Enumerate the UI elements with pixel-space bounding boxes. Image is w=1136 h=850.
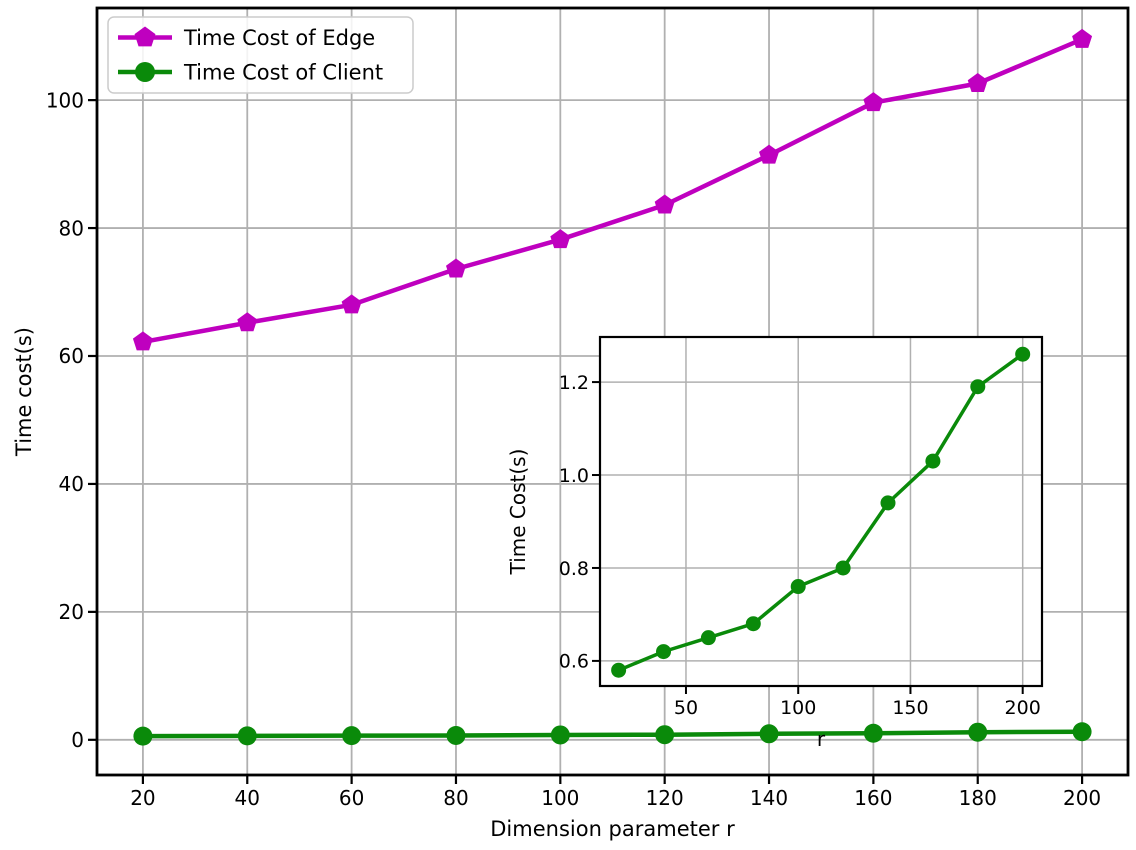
inset-circle-marker bbox=[656, 644, 672, 660]
main-x-tick-label: 120 bbox=[646, 786, 684, 810]
legend-item-label: Time Cost of Client bbox=[183, 61, 383, 85]
main-y-tick-label: 20 bbox=[59, 600, 84, 624]
legend-pentagon-marker bbox=[134, 26, 156, 47]
inset-circle-marker bbox=[700, 630, 716, 646]
inset-circle-marker bbox=[1015, 346, 1031, 362]
main-pentagon-marker bbox=[967, 72, 988, 92]
main-pentagon-marker bbox=[1072, 28, 1093, 48]
inset-y-tick-label: 0.8 bbox=[559, 558, 589, 580]
main-y-tick-label: 60 bbox=[59, 344, 84, 368]
main-pentagon-marker bbox=[550, 229, 571, 249]
main-circle-marker bbox=[759, 724, 779, 744]
main-x-tick-label: 100 bbox=[541, 786, 579, 810]
main-y-tick-label: 100 bbox=[46, 88, 84, 112]
inset-y-axis-label: Time Cost(s) bbox=[506, 449, 530, 576]
main-circle-marker bbox=[1072, 722, 1092, 742]
main-series-line bbox=[142, 729, 1083, 739]
main-pentagon-marker bbox=[341, 294, 362, 314]
main-pentagon-marker bbox=[237, 312, 258, 332]
inset-circle-marker bbox=[925, 453, 941, 469]
main-pentagon-marker bbox=[445, 258, 466, 278]
inset-circle-marker bbox=[611, 662, 627, 678]
inset-circle-marker bbox=[745, 616, 761, 632]
main-pentagon-marker bbox=[863, 92, 884, 112]
main-x-tick-label: 200 bbox=[1063, 786, 1101, 810]
legend-item-label: Time Cost of Edge bbox=[183, 26, 375, 50]
inset-x-tick-label: 50 bbox=[674, 697, 698, 719]
main-y-tick-label: 80 bbox=[59, 216, 84, 240]
inset-x-tick-label: 150 bbox=[892, 697, 928, 719]
inset-circle-marker bbox=[880, 495, 896, 511]
main-x-tick-label: 40 bbox=[235, 786, 260, 810]
main-circle-marker bbox=[342, 726, 362, 746]
main-x-tick-label: 160 bbox=[854, 786, 892, 810]
main-x-tick-label: 180 bbox=[959, 786, 997, 810]
inset-x-tick-label: 100 bbox=[780, 697, 816, 719]
legend-circle-marker bbox=[135, 62, 155, 82]
inset-x-axis-label: r bbox=[817, 727, 826, 751]
main-x-tick-label: 60 bbox=[339, 786, 364, 810]
main-circle-marker bbox=[133, 726, 153, 746]
inset-circle-marker bbox=[835, 560, 851, 576]
main-circle-marker bbox=[446, 725, 466, 745]
main-x-axis-label: Dimension parameter r bbox=[490, 817, 735, 841]
inset-x-tick-label: 200 bbox=[1005, 697, 1041, 719]
inset-circle-marker bbox=[970, 379, 986, 395]
main-circle-marker bbox=[863, 723, 883, 743]
main-y-axis-label: Time cost(s) bbox=[12, 327, 36, 457]
main-series-line bbox=[142, 37, 1083, 345]
inset-y-tick-label: 0.6 bbox=[559, 651, 589, 673]
main-x-tick-label: 20 bbox=[130, 786, 155, 810]
inset-series-line bbox=[617, 352, 1024, 672]
main-circle-marker bbox=[968, 722, 988, 742]
main-pentagon-marker bbox=[759, 144, 780, 164]
inset-y-tick-label: 1.0 bbox=[559, 465, 589, 487]
inset-axes-border bbox=[598, 335, 1044, 688]
inset-y-tick-label: 1.2 bbox=[559, 372, 589, 394]
main-axes-border bbox=[95, 6, 1130, 777]
main-pentagon-marker bbox=[654, 194, 675, 214]
main-y-tick-label: 40 bbox=[59, 472, 84, 496]
main-x-tick-label: 80 bbox=[443, 786, 468, 810]
inset-circle-marker bbox=[790, 579, 806, 595]
legend-box bbox=[107, 16, 414, 94]
main-circle-marker bbox=[237, 726, 257, 746]
main-pentagon-marker bbox=[132, 331, 153, 351]
main-y-tick-label: 0 bbox=[71, 728, 84, 752]
inset-plot-area bbox=[600, 337, 1042, 686]
main-x-tick-label: 140 bbox=[750, 786, 788, 810]
main-circle-marker bbox=[655, 725, 675, 745]
main-circle-marker bbox=[550, 725, 570, 745]
